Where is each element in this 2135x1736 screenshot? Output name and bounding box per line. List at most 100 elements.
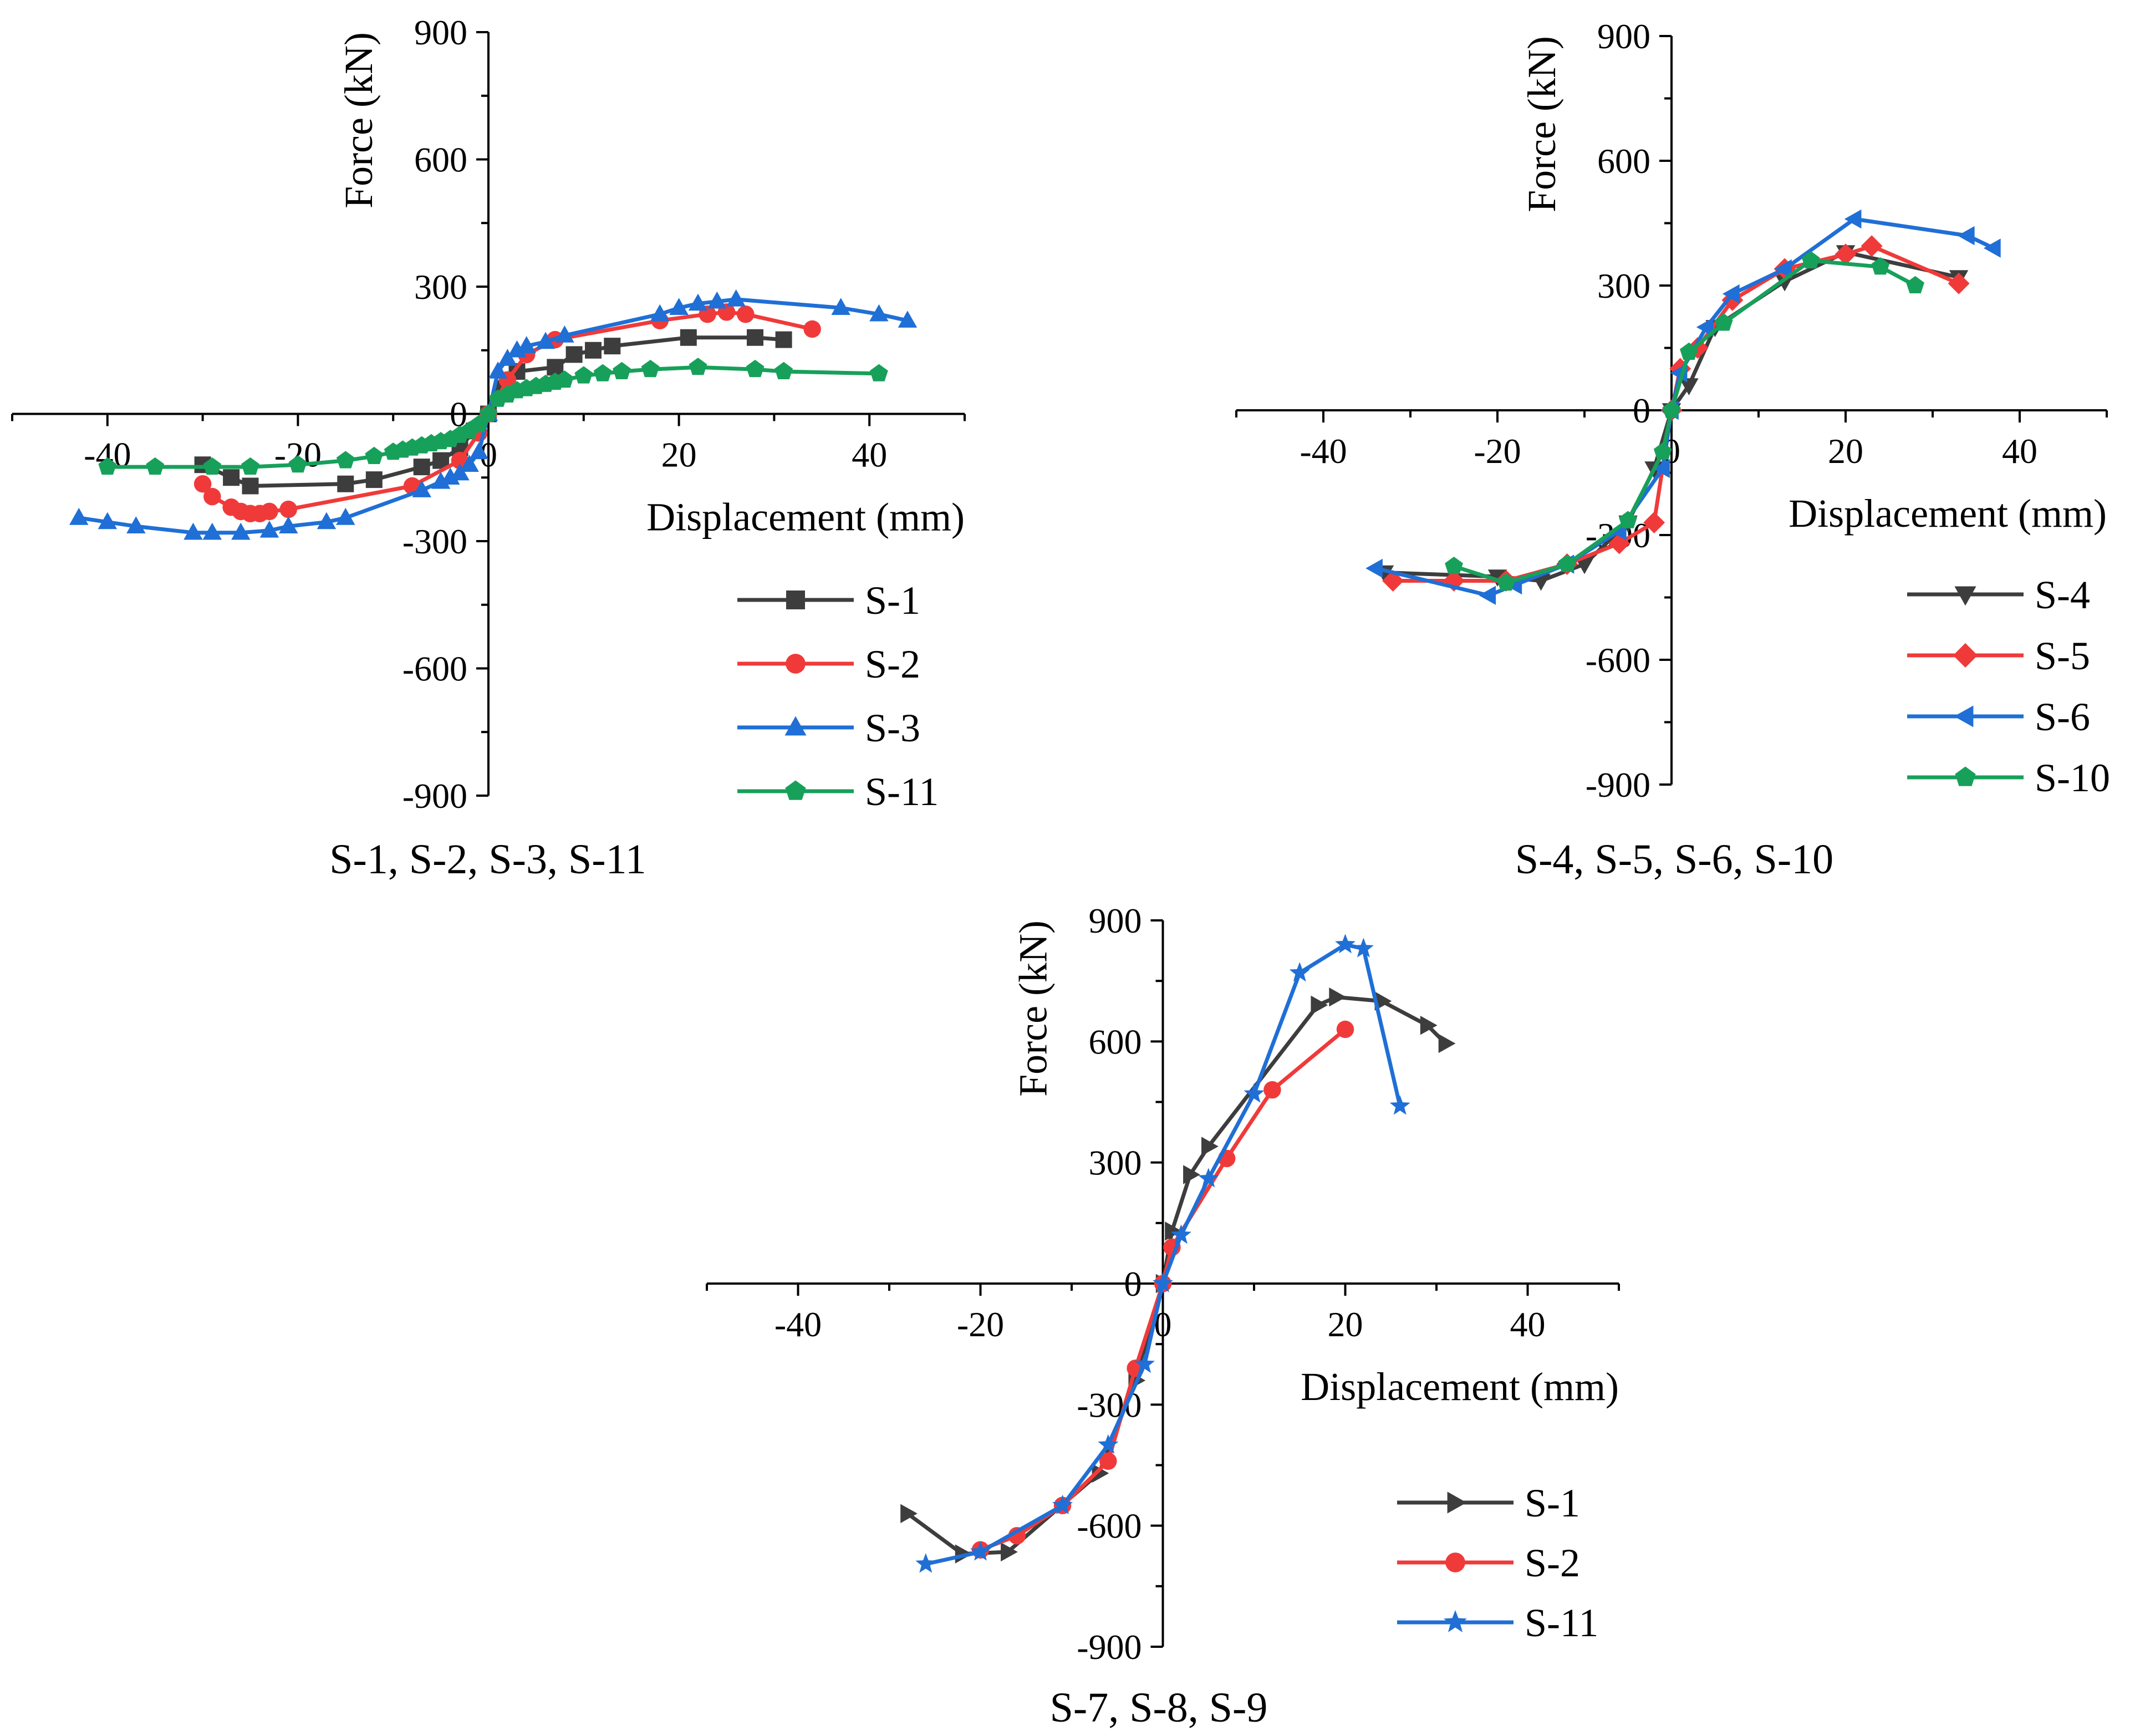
chart-caption: S-1, S-2, S-3, S-11 [329,836,646,883]
y-tick-label: -600 [1586,640,1650,680]
y-tick-label: 300 [1089,1143,1142,1183]
data-point [460,455,479,472]
data-point [1336,1020,1354,1038]
chart-panel-1: -40 -20 0 20 40-900-600-3000300600900Displac… [11,13,966,883]
data-point [1983,238,2001,258]
data-point [488,362,508,379]
data-point [898,310,918,328]
y-axis-label: Force (kN) [1520,36,1564,212]
data-point [1098,1434,1119,1454]
data-point [1134,1353,1155,1373]
data-point [365,471,383,488]
y-axis-label: Force (kN) [337,32,381,208]
y-tick-label: 600 [414,140,467,180]
data-point [1052,1494,1073,1515]
series-line [906,995,1447,1556]
y-tick-label: 0 [1124,1264,1142,1304]
y-tick-label: -900 [1586,765,1650,805]
data-point [1861,235,1883,257]
legend-item: S-11 [737,770,939,814]
data-point [1957,226,1975,246]
data-point [1906,276,1924,293]
data-point [1092,1463,1109,1483]
data-point [1775,259,1792,279]
data-point [242,477,259,495]
data-point [337,475,354,492]
data-point [1575,557,1594,574]
data-point [774,362,793,379]
legend-marker [1444,1610,1467,1632]
data-point [1099,1452,1117,1470]
data-point [650,304,670,322]
data-point [970,1541,991,1561]
data-point [479,404,498,422]
x-tick-label: -40 [774,1305,822,1344]
legend-marker [1954,586,1976,606]
x-tick-label: 40 [852,435,887,475]
y-tick-label: 600 [1089,1022,1142,1061]
y-tick-label: -900 [402,776,467,816]
data-point [669,298,689,315]
y-tick-label: 900 [414,13,467,52]
legend-label: S-1 [865,578,920,623]
data-point [279,500,297,518]
legend-marker [1953,643,1978,668]
y-axis-label: Force (kN) [1011,920,1056,1097]
data-point [1801,251,1820,268]
x-axis-label: Displacement (mm) [1301,1365,1619,1409]
data-point [1714,313,1733,331]
data-point [241,457,259,475]
data-point [336,451,355,469]
data-point [1835,243,1857,266]
data-point [613,362,631,379]
data-point [746,359,765,378]
y-tick-label: 600 [1597,141,1650,181]
data-point [556,370,574,388]
x-tick-label: -40 [1300,431,1347,471]
legend-label: S-10 [2035,756,2110,800]
data-point [831,298,850,315]
series-S-1 [900,987,1456,1564]
data-point [870,364,888,381]
data-point [202,522,222,540]
x-tick-label: 20 [1828,431,1863,471]
x-tick-label: 20 [661,435,697,475]
data-point [1329,987,1347,1007]
data-point [279,516,298,533]
data-point [1643,512,1665,533]
data-point [1311,995,1328,1015]
data-point [146,457,165,475]
data-point [231,522,251,540]
legend-item: S-1 [1397,1481,1580,1525]
data-point [726,289,746,307]
data-point [1389,1095,1410,1115]
data-point [1263,1081,1281,1099]
data-point [413,459,430,476]
data-point [317,512,337,530]
legend-label: S-2 [865,642,920,686]
legend-marker [1445,1552,1465,1572]
series-line [1375,217,1995,598]
data-point [688,293,708,311]
legend-marker [786,654,806,674]
data-point [203,487,221,506]
data-point [680,329,697,346]
legend-item: S-3 [737,706,920,750]
x-tick-label: -20 [957,1305,1004,1344]
legend-label: S-3 [865,706,920,750]
series-S-11 [915,934,1410,1573]
y-tick-label: 300 [414,267,467,307]
data-point [585,342,602,359]
data-point [69,507,89,525]
y-tick-label: -600 [1077,1506,1142,1546]
data-point [336,507,355,525]
data-point [775,331,792,348]
data-point [261,502,278,521]
data-point [1775,274,1795,292]
chart-caption: S-4, S-5, S-6, S-10 [1515,836,1833,883]
data-point [193,475,212,493]
data-point [1198,1168,1219,1188]
legend-label: S-11 [865,770,939,814]
data-point [1680,342,1698,360]
